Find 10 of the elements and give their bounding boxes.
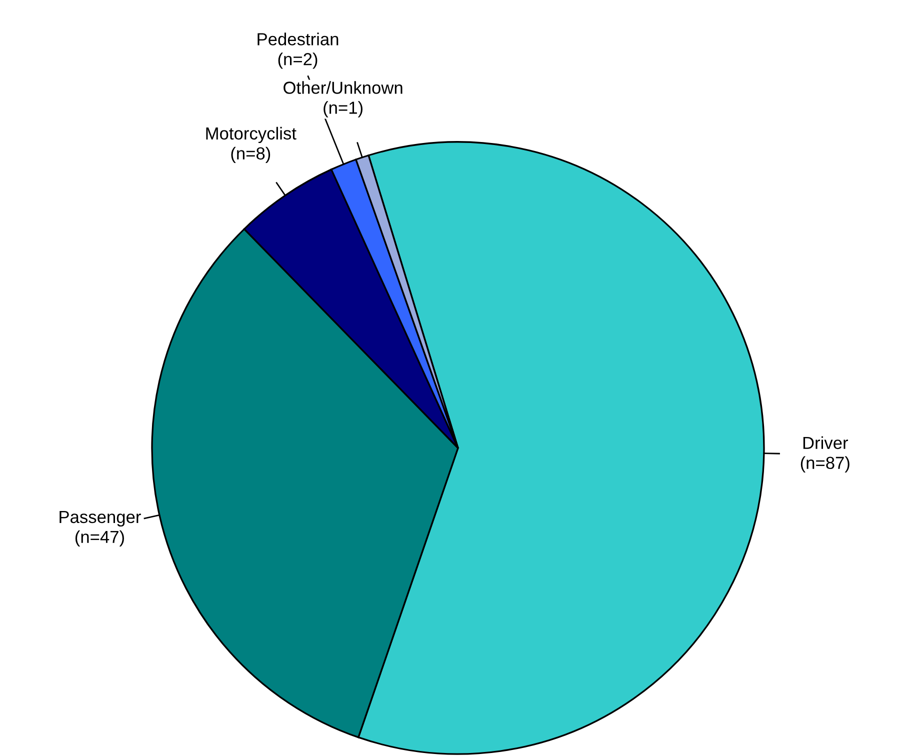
data-label: (n=2) xyxy=(278,52,318,69)
slice-label: Pedestrian xyxy=(258,32,338,46)
data-label: (n=1) xyxy=(324,101,362,118)
data-label: (n=8) xyxy=(231,146,270,164)
slice-label: Passenger xyxy=(60,511,141,527)
slice-label: Other/Unknown xyxy=(284,81,402,94)
data-label: (n=47) xyxy=(75,530,124,547)
slice-label: Motorcyclist xyxy=(206,126,296,144)
legend-label: Driver xyxy=(803,436,848,450)
data-label: (n=87) xyxy=(800,456,850,472)
